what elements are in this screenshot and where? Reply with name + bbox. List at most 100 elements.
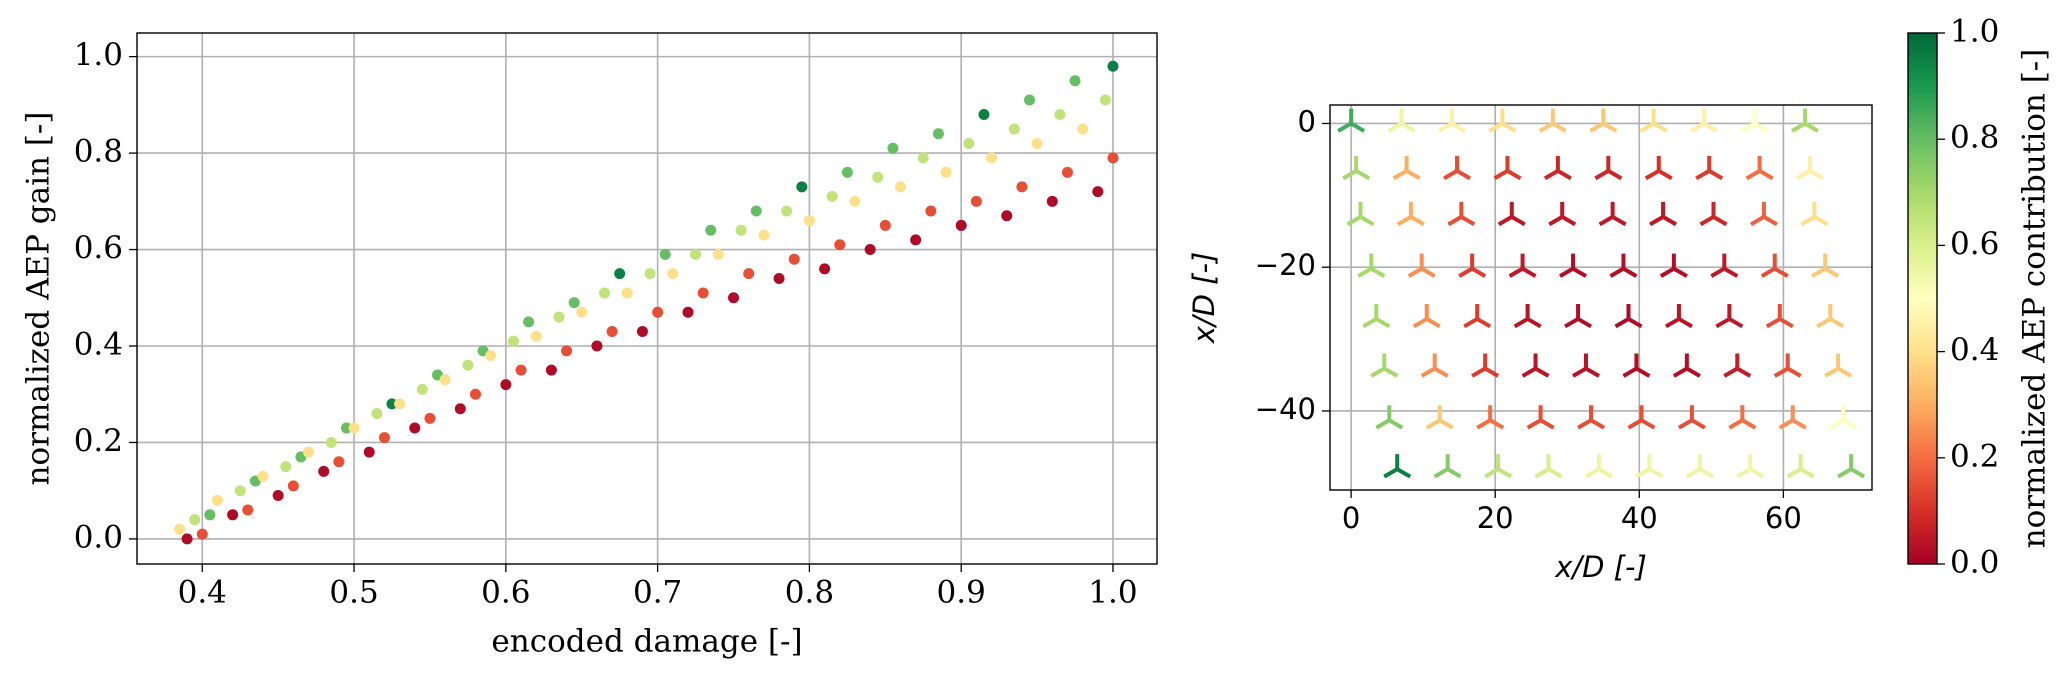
- point: [340, 422, 352, 434]
- colorbar-label: normalized AEP contribution [-]: [2017, 49, 2053, 549]
- point: [758, 229, 770, 241]
- point: [849, 195, 861, 207]
- turbine: [1543, 155, 1572, 181]
- point: [872, 171, 884, 183]
- point: [234, 485, 246, 497]
- x-tick-label: 0.5: [329, 575, 378, 611]
- turbine: [1816, 303, 1845, 329]
- point: [887, 142, 899, 154]
- point: [325, 436, 337, 448]
- point: [644, 268, 656, 280]
- turbine: [1728, 405, 1757, 430]
- x-tick-label: 1.0: [1088, 575, 1137, 611]
- turbine: [1824, 353, 1853, 378]
- turbine: [1598, 201, 1627, 227]
- colorbar-tick-label: 0.4: [1950, 332, 1999, 368]
- turbine: [1521, 353, 1550, 378]
- turbine: [1412, 303, 1441, 329]
- turbine: [1433, 454, 1462, 479]
- point: [932, 128, 944, 140]
- point: [1016, 181, 1028, 193]
- turbine: [1342, 155, 1371, 181]
- turbine: [1534, 454, 1563, 479]
- turbine: [1559, 253, 1588, 278]
- point: [682, 306, 694, 318]
- turbine: [1627, 405, 1656, 430]
- turbine: [1695, 155, 1724, 181]
- turbine: [1677, 405, 1706, 430]
- turbine: [1614, 303, 1643, 329]
- point: [697, 287, 709, 299]
- point: [621, 287, 633, 299]
- point: [211, 494, 223, 506]
- point: [416, 383, 428, 395]
- point: [1069, 75, 1081, 87]
- colorbar-tick-label: 0.8: [1950, 120, 1999, 156]
- turbine: [1375, 405, 1404, 430]
- point: [743, 268, 755, 280]
- point: [834, 239, 846, 251]
- point: [1046, 195, 1058, 207]
- point: [712, 248, 724, 260]
- point: [394, 398, 406, 410]
- point: [500, 379, 512, 391]
- turbine: [1639, 108, 1668, 133]
- turbine: [1644, 155, 1673, 181]
- point: [507, 335, 519, 347]
- point: [879, 219, 891, 231]
- turbine: [1672, 353, 1701, 378]
- turbine: [1594, 155, 1623, 181]
- point: [348, 422, 360, 434]
- turbine: [1749, 201, 1778, 227]
- turbine: [1710, 253, 1739, 278]
- x-axis-label: encoded damage [-]: [491, 624, 802, 660]
- point: [1008, 123, 1020, 135]
- point: [796, 181, 808, 193]
- x-tick-label: 0: [1342, 501, 1360, 535]
- point: [371, 408, 383, 420]
- turbine: [1622, 353, 1651, 378]
- point: [1092, 186, 1104, 198]
- x-tick-label: 0.9: [937, 575, 986, 611]
- point: [1107, 60, 1119, 72]
- turbine: [1425, 405, 1454, 430]
- point: [963, 137, 975, 149]
- point: [227, 509, 239, 521]
- turbine: [1337, 108, 1366, 133]
- point: [469, 388, 481, 400]
- point: [174, 523, 185, 535]
- point: [788, 253, 800, 265]
- turbine: [1357, 253, 1386, 278]
- point: [864, 244, 876, 256]
- y-tick-label: 1.0: [74, 37, 123, 73]
- turbine: [1396, 201, 1425, 227]
- markers: [174, 60, 1119, 545]
- turbine: [1715, 303, 1744, 329]
- point: [386, 398, 398, 410]
- point: [1107, 152, 1119, 164]
- point: [545, 364, 557, 376]
- point: [409, 422, 421, 434]
- turbine: [1463, 303, 1492, 329]
- point: [189, 514, 201, 526]
- point: [553, 311, 565, 323]
- x-tick-label: 0.7: [633, 575, 682, 611]
- x-tick-label: 40: [1621, 501, 1658, 535]
- point: [561, 345, 573, 357]
- turbine: [1513, 303, 1542, 329]
- point: [424, 412, 436, 424]
- turbine: [1526, 405, 1555, 430]
- point: [272, 490, 284, 502]
- point: [826, 190, 838, 202]
- turbine: [1685, 454, 1714, 479]
- point: [925, 205, 937, 217]
- point: [591, 340, 603, 352]
- turbine: [1488, 108, 1517, 133]
- x-axis-label: x/D [-]: [1554, 550, 1647, 584]
- y-tick-label: 0.6: [74, 230, 123, 266]
- point: [940, 166, 952, 178]
- turbine: [1589, 108, 1618, 133]
- turbine: [1497, 201, 1526, 227]
- point: [690, 248, 702, 260]
